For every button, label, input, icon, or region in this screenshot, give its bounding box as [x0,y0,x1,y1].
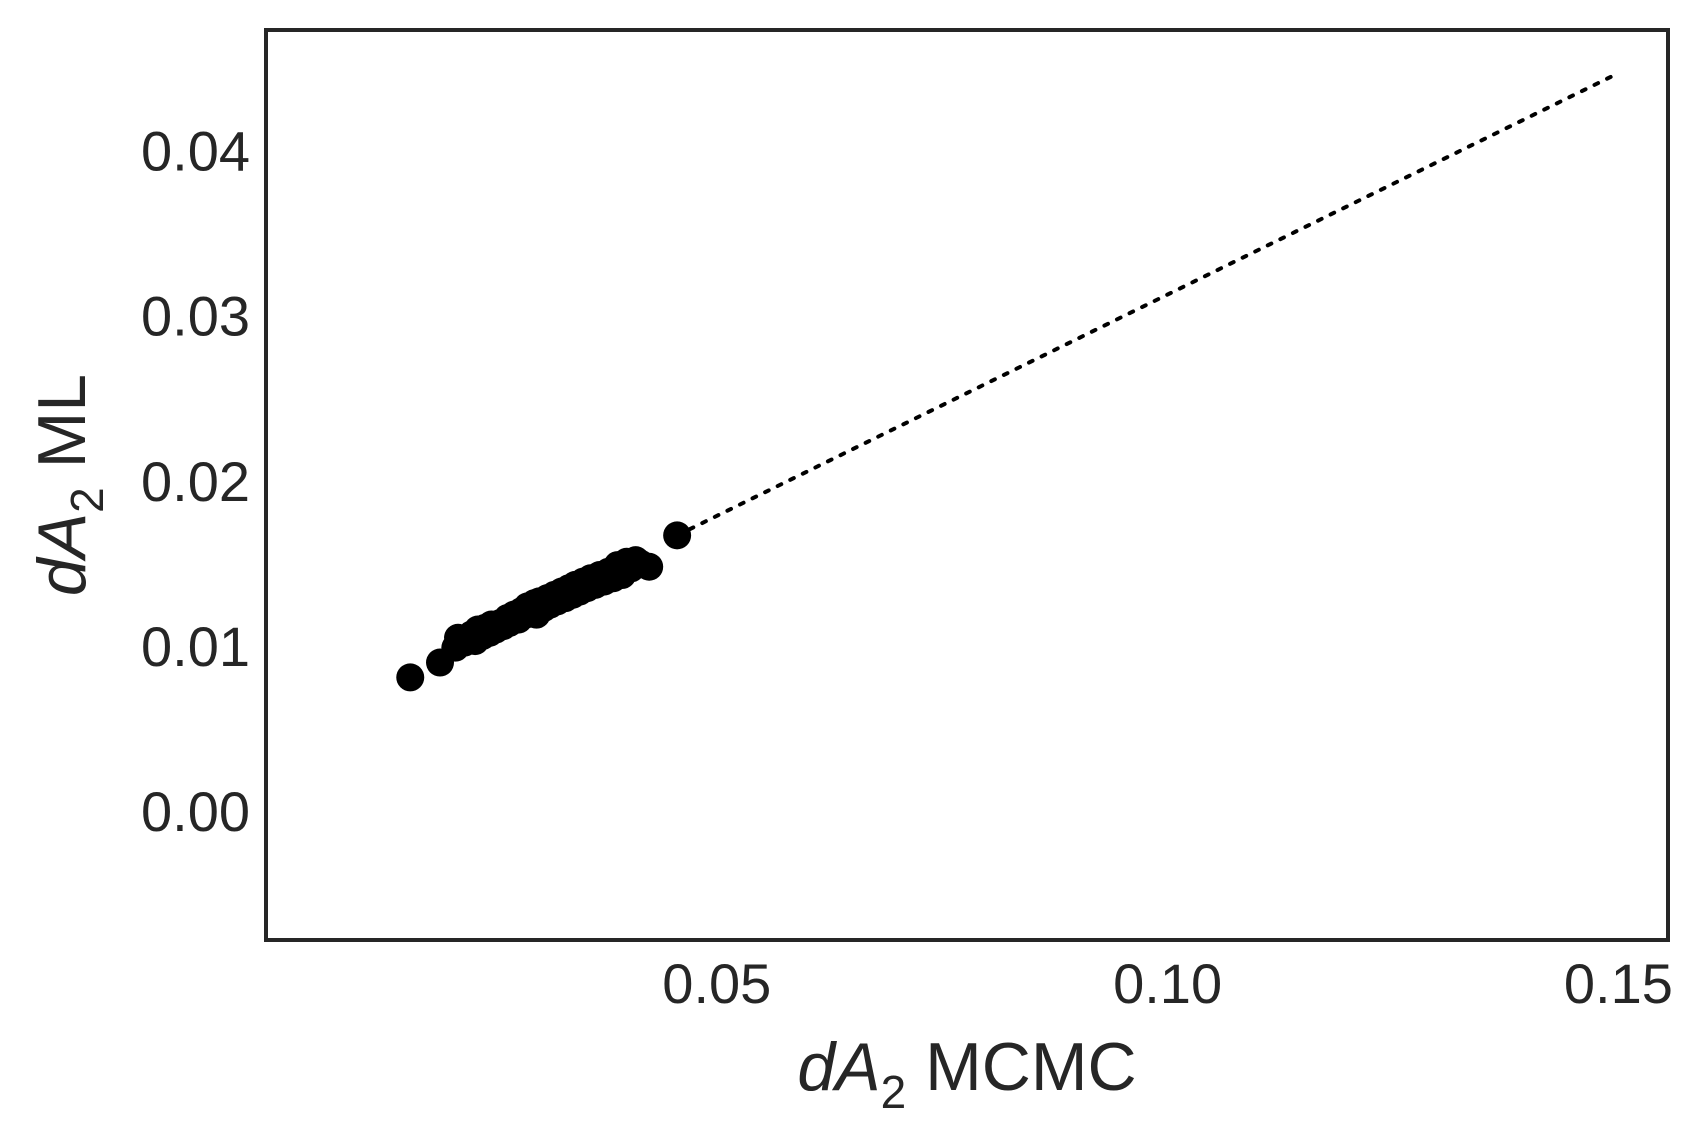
y-axis-label-text: ML [24,374,100,487]
y-axis-label-subscript: 2 [61,487,113,513]
x-axis-label: dA2 MCMC [797,1029,1136,1118]
reference-line [675,74,1615,538]
data-point [663,521,692,550]
x-axis: 0.05 0.10 0.15 [662,952,1673,1015]
plot-area [396,74,1615,692]
y-axis-label-italic: dA [24,513,100,596]
plot-frame [264,28,1670,942]
x-axis-label-italic: dA [797,1029,880,1105]
data-point [396,663,425,692]
y-axis-label: dA2 ML [24,374,113,596]
y-tick-label: 0.00 [141,780,250,843]
x-tick-label: 0.05 [662,952,771,1015]
y-axis-label-group: dA2 ML [24,374,113,596]
data-point [635,552,664,581]
x-tick-label: 0.15 [1564,952,1673,1015]
y-tick-label: 0.01 [141,615,250,678]
y-tick-label: 0.04 [141,120,250,183]
y-tick-label: 0.02 [141,450,250,513]
x-axis-label-subscript: 2 [881,1066,907,1118]
y-tick-label: 0.03 [141,285,250,348]
x-axis-label-text: MCMC [906,1029,1136,1105]
y-axis: 0.00 0.01 0.02 0.03 0.04 [141,120,250,844]
x-tick-label: 0.10 [1113,952,1222,1015]
